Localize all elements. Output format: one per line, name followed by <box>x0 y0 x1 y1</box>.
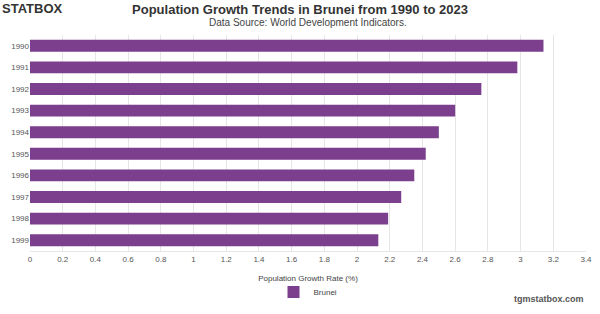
svg-text:2.4: 2.4 <box>417 255 429 264</box>
svg-text:1: 1 <box>191 255 196 264</box>
svg-text:0.6: 0.6 <box>123 255 135 264</box>
svg-text:2.2: 2.2 <box>384 255 396 264</box>
svg-text:1990: 1990 <box>11 42 29 51</box>
svg-text:0.8: 0.8 <box>155 255 167 264</box>
svg-text:1.4: 1.4 <box>253 255 265 264</box>
svg-text:3: 3 <box>518 255 523 264</box>
svg-text:1999: 1999 <box>11 236 29 245</box>
svg-text:Data Source: World Development: Data Source: World Development Indicator… <box>209 17 407 28</box>
svg-text:1993: 1993 <box>11 106 29 115</box>
svg-text:2.6: 2.6 <box>450 255 462 264</box>
svg-text:1.8: 1.8 <box>319 255 331 264</box>
svg-text:0: 0 <box>28 255 33 264</box>
svg-text:1992: 1992 <box>11 85 29 94</box>
svg-text:2.8: 2.8 <box>482 255 494 264</box>
svg-text:0.4: 0.4 <box>90 255 102 264</box>
svg-text:3.2: 3.2 <box>548 255 560 264</box>
svg-text:Brunei: Brunei <box>314 288 337 297</box>
svg-text:1996: 1996 <box>11 171 29 180</box>
svg-text:Population Growth Rate (%): Population Growth Rate (%) <box>258 274 358 283</box>
svg-text:1998: 1998 <box>11 214 29 223</box>
svg-text:tgmstatbox.com: tgmstatbox.com <box>514 294 584 304</box>
svg-text:2: 2 <box>355 255 360 264</box>
svg-text:1.2: 1.2 <box>221 255 233 264</box>
svg-text:0.2: 0.2 <box>57 255 69 264</box>
svg-text:STATBOX: STATBOX <box>2 1 63 16</box>
svg-text:1994: 1994 <box>11 128 29 137</box>
svg-text:3.4: 3.4 <box>580 255 592 264</box>
svg-text:1995: 1995 <box>11 150 29 159</box>
svg-text:1997: 1997 <box>11 193 29 202</box>
svg-text:1991: 1991 <box>11 63 29 72</box>
svg-text:Population Growth Trends in Br: Population Growth Trends in Brunei from … <box>132 2 468 17</box>
svg-text:1.6: 1.6 <box>286 255 298 264</box>
